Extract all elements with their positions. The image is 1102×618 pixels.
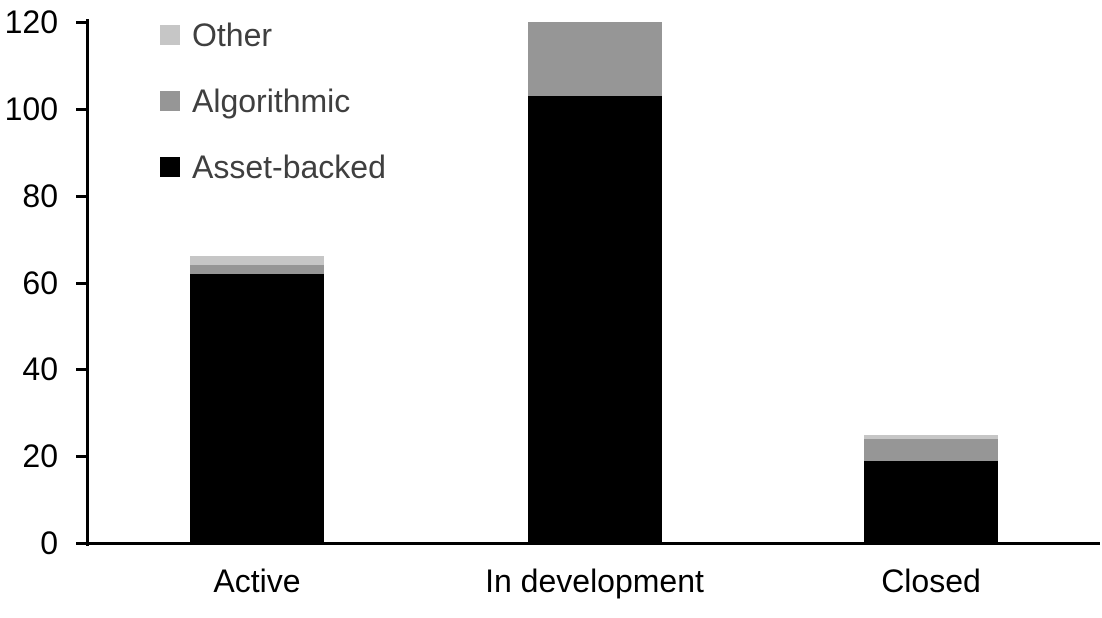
legend-item-other: Other xyxy=(160,18,386,52)
y-tick-mark-40 xyxy=(76,368,89,372)
bar-segment-active-algorithmic xyxy=(190,265,324,274)
chart-legend: Other Algorithmic Asset-backed xyxy=(160,18,386,216)
bar-segment-closed-algorithmic xyxy=(864,439,998,461)
x-category-label-in-development: In development xyxy=(485,563,704,599)
y-tick-mark-20 xyxy=(76,455,89,459)
y-tick-label-40: 40 xyxy=(22,351,58,388)
legend-item-algorithmic: Algorithmic xyxy=(160,84,386,118)
legend-swatch-other-icon xyxy=(160,25,180,45)
y-tick-label-0: 0 xyxy=(40,525,58,561)
x-category-label-closed: Closed xyxy=(881,563,981,599)
y-tick-mark-100 xyxy=(76,107,89,111)
y-tick-label-100: 100 xyxy=(4,90,58,127)
y-tick-label-120: 120 xyxy=(4,4,58,40)
x-axis-line xyxy=(76,542,1100,545)
y-tick-label-20: 20 xyxy=(22,438,58,475)
legend-item-asset-backed: Asset-backed xyxy=(160,150,386,184)
bar-segment-in-development-algorithmic xyxy=(527,22,662,96)
bar-segment-active-asset-backed xyxy=(190,274,324,543)
y-tick-mark-60 xyxy=(76,281,89,285)
y-tick-mark-120 xyxy=(76,21,89,24)
bar-segment-closed-other xyxy=(864,435,998,439)
y-tick-label-60: 60 xyxy=(22,264,58,301)
legend-label-other: Other xyxy=(192,17,273,53)
legend-swatch-asset-backed-icon xyxy=(160,157,180,177)
legend-label-asset-backed: Asset-backed xyxy=(192,149,386,185)
bar-segment-active-other xyxy=(190,256,324,265)
legend-swatch-algorithmic-icon xyxy=(160,91,180,111)
y-tick-mark-80 xyxy=(76,194,89,198)
bar-segment-closed-asset-backed xyxy=(864,461,998,543)
x-category-label-active: Active xyxy=(213,563,301,599)
y-tick-label-80: 80 xyxy=(22,177,58,214)
legend-label-algorithmic: Algorithmic xyxy=(192,83,351,119)
bar-segment-in-development-asset-backed xyxy=(527,96,662,543)
